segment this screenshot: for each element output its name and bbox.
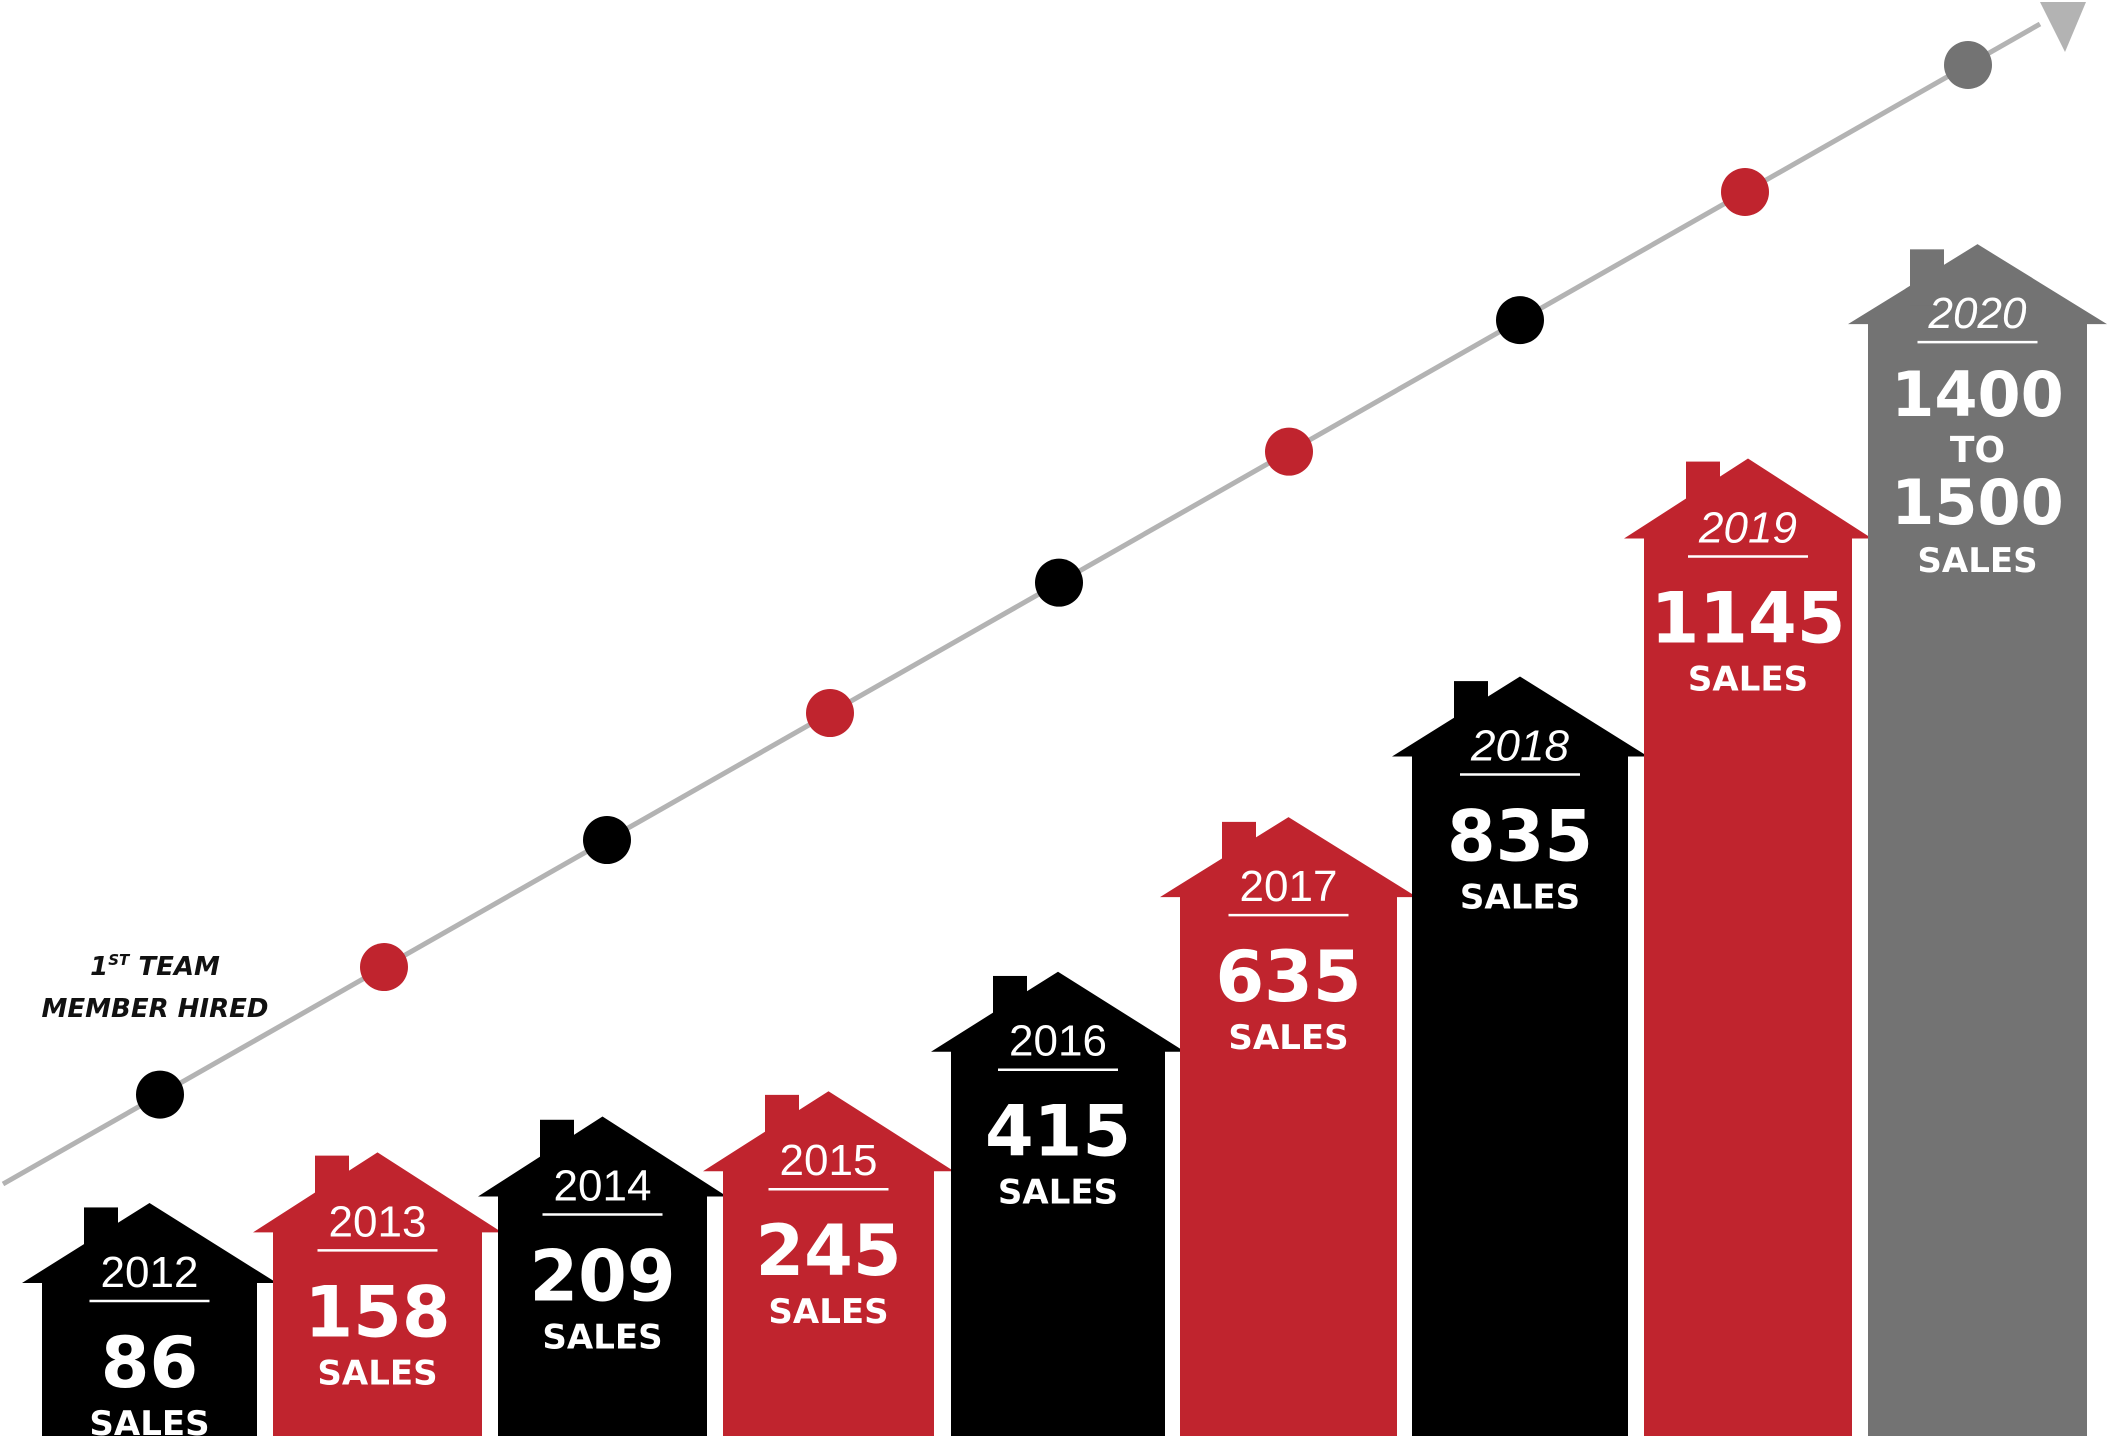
annotation-rest: TEAM: [129, 952, 220, 982]
house-body-2020: [1848, 244, 2107, 1436]
value-label-2020-high: 1500: [1891, 466, 2064, 539]
trend-dot-2012: [136, 1070, 184, 1119]
value-label-2016: 415: [985, 1091, 1131, 1173]
house-body-2014: [478, 1116, 727, 1436]
year-label-2019: 2019: [1698, 504, 1797, 553]
house-body-2013: [253, 1152, 502, 1436]
trend-dot-2016: [1035, 558, 1083, 607]
value-label-2017: 635: [1215, 936, 1361, 1018]
year-label-2018: 2018: [1470, 721, 1569, 770]
value-label-2013: 158: [304, 1271, 450, 1353]
trend-dot-2018: [1496, 296, 1544, 345]
sales-label-2014: SALES: [542, 1318, 662, 1358]
value-label-2020-to: TO: [1950, 430, 2005, 471]
trend-dot-2015: [806, 689, 854, 738]
sales-label-2017: SALES: [1228, 1018, 1348, 1058]
year-label-2014: 2014: [554, 1162, 652, 1211]
chimney-2020: [1910, 249, 1944, 306]
sales-label-2016: SALES: [998, 1173, 1118, 1213]
trend-arrow-head: [2040, 2, 2086, 52]
house-body-2017: [1160, 817, 1417, 1436]
sales-label-2012: SALES: [89, 1404, 209, 1444]
trend-dot-2017: [1265, 427, 1313, 476]
year-label-2015: 2015: [780, 1136, 878, 1185]
sales-label-2020: SALES: [1917, 541, 2037, 581]
value-label-2012: 86: [101, 1322, 198, 1404]
trend-dot-2019: [1721, 167, 1769, 216]
house-body-2019: [1624, 458, 1872, 1436]
trend-layer: [1, 2, 2086, 1187]
value-label-2018: 835: [1447, 795, 1593, 877]
sales-label-2015: SALES: [768, 1292, 888, 1332]
chimney-2018: [1454, 681, 1488, 738]
year-label-2012: 2012: [101, 1248, 199, 1297]
chimney-2019: [1686, 461, 1720, 518]
value-label-2014: 209: [529, 1236, 675, 1318]
chimney-2013: [315, 1155, 349, 1212]
houses-layer: 201286SALES2013158SALES2014209SALES20152…: [22, 244, 2107, 1444]
chimney-2014: [540, 1119, 574, 1176]
sales-label-2013: SALES: [317, 1353, 437, 1393]
year-label-2013: 2013: [329, 1197, 427, 1246]
value-label-2020-low: 1400: [1891, 358, 2064, 431]
annotation-line2: MEMBER HIRED: [42, 994, 269, 1024]
year-label-2020: 2020: [1928, 289, 2027, 338]
annotation-line1: 1ST TEAM: [90, 951, 220, 982]
house-body-2018: [1392, 676, 1648, 1436]
annotation-prefix: 1: [90, 952, 108, 982]
sales-label-2019: SALES: [1688, 660, 1808, 700]
sales-label-2018: SALES: [1460, 877, 1580, 917]
annotation-superscript: ST: [108, 951, 131, 969]
chimney-2016: [993, 975, 1027, 1032]
year-label-2016: 2016: [1009, 1017, 1107, 1066]
trend-dot-2013: [360, 943, 408, 992]
chimney-2012: [84, 1207, 118, 1264]
annotation-layer: 1ST TEAM MEMBER HIRED: [42, 951, 269, 1024]
trend-line: [1, 21, 2042, 1187]
house-body-2015: [703, 1091, 954, 1436]
chimney-2015: [765, 1094, 799, 1151]
trend-dot-2014: [583, 816, 631, 865]
chimney-2017: [1222, 821, 1256, 878]
value-label-2019: 1145: [1651, 578, 1846, 660]
value-label-2015: 245: [755, 1210, 901, 1292]
trend-dot-2020: [1944, 41, 1992, 90]
year-label-2017: 2017: [1240, 862, 1338, 911]
house-body-2016: [931, 971, 1185, 1436]
